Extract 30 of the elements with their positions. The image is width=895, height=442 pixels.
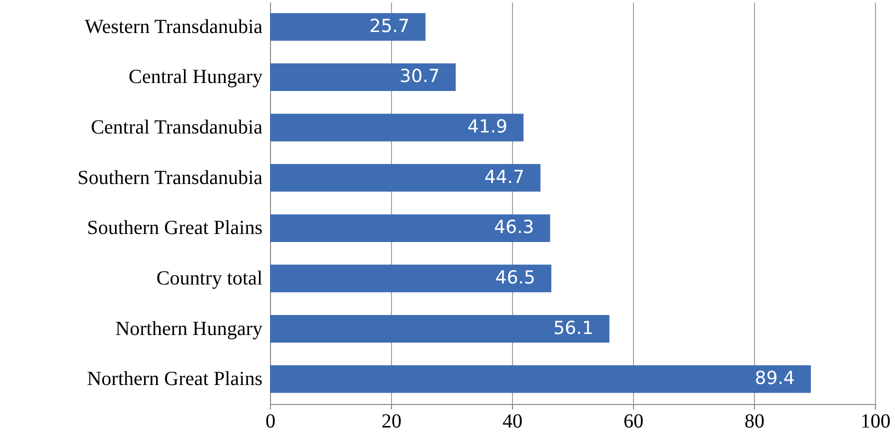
x-tick-label: 20: [382, 410, 402, 432]
data-label: 56.1: [553, 318, 594, 339]
data-label: 44.7: [484, 166, 524, 188]
bar: [270, 13, 426, 41]
y-tick-label: Northern Great Plains: [86, 368, 263, 390]
x-tick-label: 80: [744, 410, 764, 432]
bar: [270, 114, 524, 142]
x-tick-label: 60: [624, 410, 644, 432]
y-tick-label: Southern Transdanubia: [78, 166, 263, 189]
bar: [270, 314, 610, 343]
y-tick-label: Southern Great Plains: [86, 217, 263, 240]
y-tick-label: Country total: [156, 267, 263, 290]
x-tick-label: 40: [502, 410, 522, 432]
data-label: 46.5: [495, 267, 536, 288]
y-tick-label: Western Transdanubia: [84, 16, 263, 38]
data-label: 41.9: [467, 116, 508, 138]
y-tick-label: Northern Hungary: [115, 318, 262, 340]
y-tick-label: Central Transdanubia: [90, 116, 263, 139]
data-label: 30.7: [400, 66, 440, 88]
x-tick-label: 0: [266, 410, 276, 432]
bar: [270, 365, 811, 393]
bar: [270, 164, 540, 192]
data-label: 46.3: [494, 217, 534, 238]
bar: [270, 63, 456, 92]
bar: [270, 214, 550, 242]
bar: [270, 264, 552, 292]
data-label: 25.7: [369, 16, 410, 37]
y-tick-label: Central Hungary: [128, 66, 262, 88]
x-tick-label: 100: [860, 410, 890, 432]
data-label: 89.4: [754, 368, 795, 390]
